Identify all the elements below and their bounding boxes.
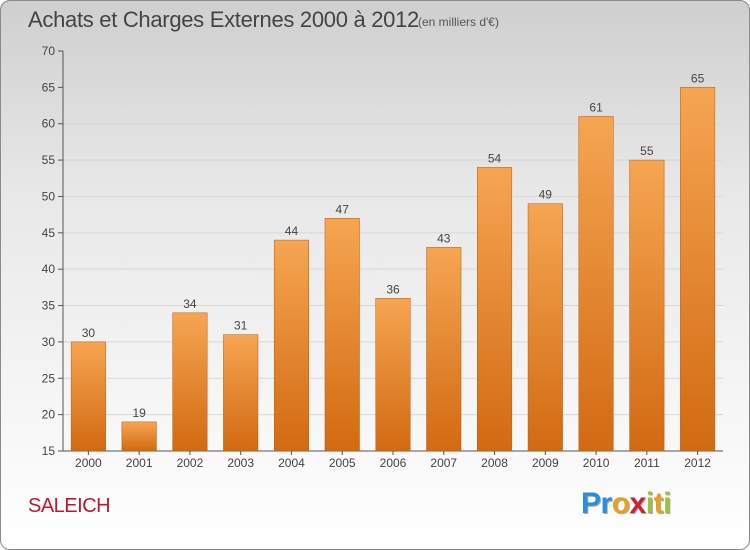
x-tick-label: 2007 (430, 456, 457, 470)
bar-2012 (680, 87, 716, 452)
logo-letter: P (581, 487, 601, 520)
y-tick-label: 35 (42, 299, 56, 313)
y-tick-label: 70 (42, 44, 56, 58)
value-label: 30 (82, 326, 96, 340)
logo-letter: i (663, 487, 671, 520)
bar-2005 (324, 218, 360, 452)
value-label: 54 (488, 151, 502, 165)
proxiti-logo: Proxiti (581, 487, 671, 521)
y-tick-label: 65 (42, 80, 56, 94)
bar-2003 (223, 334, 259, 452)
x-tick-label: 2004 (278, 456, 305, 470)
bar-2000 (70, 341, 106, 452)
x-tick-label: 2012 (684, 456, 711, 470)
x-tick-label: 2006 (380, 456, 407, 470)
y-tick-label: 45 (42, 226, 56, 240)
value-label: 55 (640, 144, 654, 158)
value-label: 49 (539, 188, 553, 202)
x-tick-label: 2001 (126, 456, 153, 470)
x-tick-label: 2000 (75, 456, 102, 470)
bar-2002 (172, 312, 208, 452)
value-label: 44 (285, 224, 299, 238)
logo-letter: i (645, 487, 654, 520)
bar-2011 (629, 159, 665, 452)
y-tick-label: 40 (42, 262, 56, 276)
y-tick-label: 20 (42, 408, 56, 422)
place-name: SALEICH (28, 495, 111, 517)
x-tick-label: 2005 (329, 456, 356, 470)
y-tick-label: 15 (42, 444, 56, 458)
value-label: 36 (386, 282, 400, 296)
y-tick-label: 60 (42, 117, 56, 131)
value-label: 34 (183, 297, 197, 311)
x-tick-label: 2003 (227, 456, 254, 470)
value-label: 19 (132, 406, 146, 420)
value-label: 43 (437, 231, 451, 245)
y-tick-label: 25 (42, 371, 56, 385)
logo-letter: o (611, 487, 630, 520)
chart-title: Achats et Charges Externes 2000 à 2012 (28, 7, 419, 32)
logo-letter: r (600, 487, 613, 520)
x-tick-label: 2002 (177, 456, 204, 470)
bar-2010 (578, 116, 614, 452)
y-tick-label: 30 (42, 335, 56, 349)
x-tick-label: 2008 (481, 456, 508, 470)
bar-2009 (527, 203, 563, 452)
value-label: 31 (234, 319, 248, 333)
bar-2001 (121, 421, 157, 452)
value-label: 65 (691, 71, 705, 85)
y-tick-label: 55 (42, 153, 56, 167)
bar-2004 (273, 239, 309, 452)
bar-2006 (375, 298, 411, 452)
bar-2007 (426, 247, 462, 452)
value-label: 61 (589, 100, 603, 114)
chart-subtitle: (en milliers d'€) (418, 15, 499, 29)
x-tick-label: 2010 (583, 456, 610, 470)
bar-2008 (477, 167, 513, 452)
logo-letter: t (653, 487, 664, 520)
x-tick-label: 2009 (532, 456, 559, 470)
y-tick-label: 50 (42, 189, 56, 203)
logo-letter: x (629, 487, 647, 520)
value-label: 47 (336, 202, 350, 216)
x-tick-label: 2011 (634, 456, 660, 470)
